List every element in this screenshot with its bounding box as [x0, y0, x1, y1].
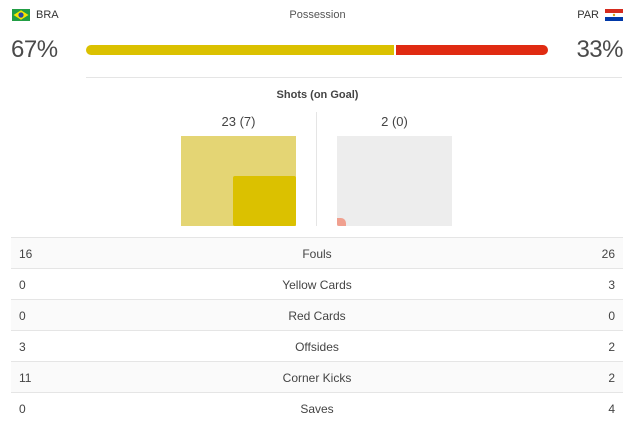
shots-divider	[316, 112, 317, 226]
stats-table: 16 Fouls 26 0 Yellow Cards 3 0 Red Cards 0 3 Offsi…	[11, 237, 623, 423]
stat-row: 16 Fouls 26	[11, 237, 623, 268]
away-team: PAR	[577, 9, 623, 21]
stat-label: Offsides	[295, 340, 339, 354]
home-team: BRA	[12, 9, 59, 21]
stat-away-value: 3	[608, 278, 615, 292]
stat-home-value: 3	[19, 340, 26, 354]
possession-bar	[86, 45, 548, 55]
stat-away-value: 2	[608, 371, 615, 385]
possession-title: Possession	[289, 9, 346, 21]
stat-away-value: 0	[608, 309, 615, 323]
stat-label: Yellow Cards	[282, 278, 352, 292]
stat-home-value: 11	[19, 371, 32, 385]
away-on-goal-box	[337, 218, 346, 226]
away-shots-label: 2 (0)	[381, 114, 408, 129]
stat-row: 0 Saves 4	[11, 392, 623, 423]
stat-home-value: 0	[19, 278, 26, 292]
away-possession-fill	[396, 45, 548, 55]
stat-label: Red Cards	[288, 309, 346, 323]
away-team-code: PAR	[577, 9, 599, 21]
away-shots-box	[337, 136, 452, 226]
away-possession-percent: 33%	[576, 36, 623, 63]
stat-label: Fouls	[302, 247, 332, 261]
home-possession-percent: 67%	[11, 36, 58, 63]
stat-home-value: 16	[19, 247, 33, 261]
home-possession-fill	[86, 45, 394, 55]
stat-row: 0 Red Cards 0	[11, 299, 623, 330]
shots-title: Shots (on Goal)	[276, 89, 359, 101]
stat-label: Corner Kicks	[282, 371, 352, 385]
stat-row: 11 Corner Kicks 2	[11, 361, 623, 392]
stat-row: 3 Offsides 2	[11, 330, 623, 361]
stat-home-value: 0	[19, 402, 26, 416]
home-team-code: BRA	[36, 9, 59, 21]
stat-away-value: 2	[608, 340, 615, 354]
divider	[86, 77, 622, 78]
stat-away-value: 4	[608, 402, 615, 416]
stat-row: 0 Yellow Cards 3	[11, 268, 623, 299]
stat-away-value: 26	[601, 247, 615, 261]
paraguay-flag-icon	[605, 9, 623, 21]
home-shots-box	[181, 136, 296, 226]
home-shots-label: 23 (7)	[221, 114, 256, 129]
brazil-flag-icon	[12, 9, 30, 21]
home-on-goal-box	[233, 176, 296, 226]
stat-home-value: 0	[19, 309, 26, 323]
stat-label: Saves	[300, 402, 334, 416]
